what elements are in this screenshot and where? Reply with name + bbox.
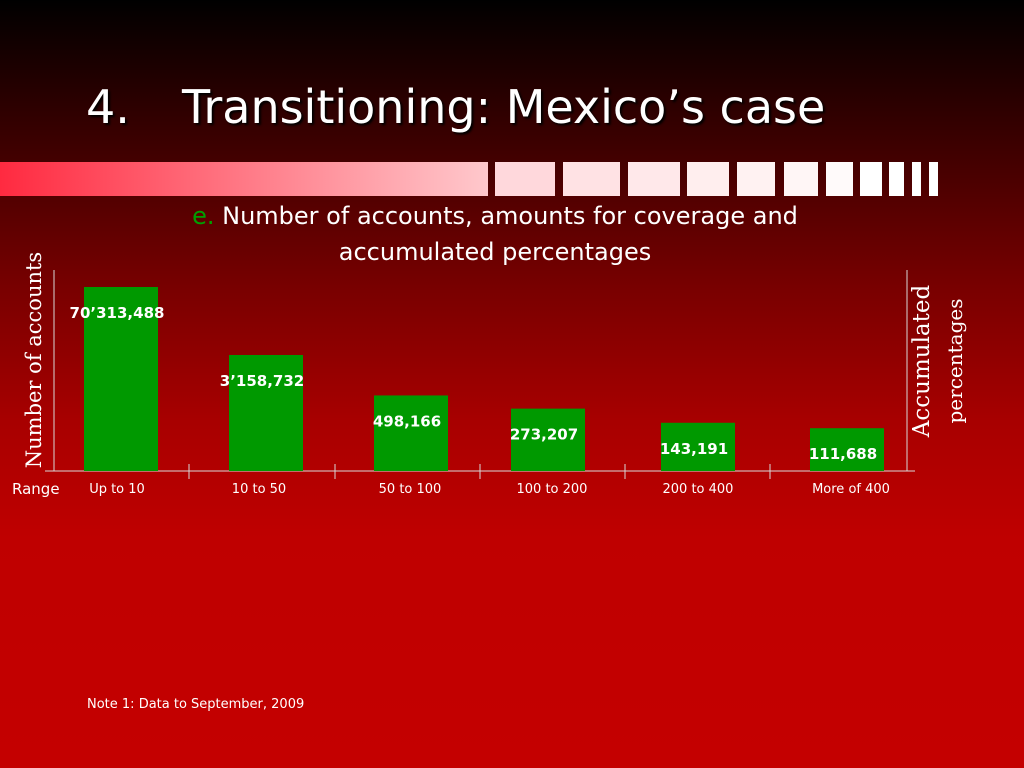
subtitle-letter: e. xyxy=(192,202,215,230)
stripe-gradient-bar xyxy=(0,162,488,196)
category-label-3: 50 to 100 xyxy=(379,482,442,497)
stripe-block xyxy=(495,162,555,196)
bar-5 xyxy=(661,422,735,471)
category-label-5: 200 to 400 xyxy=(663,482,734,497)
data-label-6: 111,688 xyxy=(809,445,877,463)
data-label-1: 70’313,488 xyxy=(70,304,165,322)
title-text: Transitioning: Mexico’s case xyxy=(182,80,826,134)
bar-4 xyxy=(511,408,585,471)
stripe-block xyxy=(912,162,921,196)
bar-2 xyxy=(229,354,303,471)
category-label-1: Up to 10 xyxy=(89,482,145,497)
stripe-block xyxy=(889,162,904,196)
data-label-2: 3’158,732 xyxy=(220,372,304,390)
stripe-block xyxy=(563,162,620,196)
stripe-block xyxy=(628,162,680,196)
category-label-6: More of 400 xyxy=(812,482,890,497)
stripe-block xyxy=(737,162,775,196)
data-label-4: 273,207 xyxy=(510,426,578,444)
data-label-3: 498,166 xyxy=(373,412,441,430)
subtitle-line2: accumulated percentages xyxy=(338,238,652,266)
slide-title: 4. Transitioning: Mexico’s case xyxy=(86,80,825,134)
footnote: Note 1: Data to September, 2009 xyxy=(87,697,305,712)
chart-subtitle: e. Number of accounts, amounts for cover… xyxy=(80,198,910,270)
stripe-block xyxy=(860,162,882,196)
data-label-5: 143,191 xyxy=(660,440,728,458)
x-axis-range-label: Range xyxy=(12,480,60,498)
bar-1 xyxy=(84,287,158,471)
decorative-stripe xyxy=(0,162,938,196)
stripe-block xyxy=(784,162,818,196)
bar-6 xyxy=(810,428,884,471)
category-label-2: 10 to 50 xyxy=(232,482,286,497)
stripe-block xyxy=(929,162,938,196)
stripe-block xyxy=(687,162,729,196)
bar-3 xyxy=(374,395,448,471)
category-label-4: 100 to 200 xyxy=(517,482,588,497)
subtitle-line1: Number of accounts, amounts for coverage… xyxy=(222,202,798,230)
title-number: 4. xyxy=(86,80,130,134)
stripe-block xyxy=(826,162,853,196)
